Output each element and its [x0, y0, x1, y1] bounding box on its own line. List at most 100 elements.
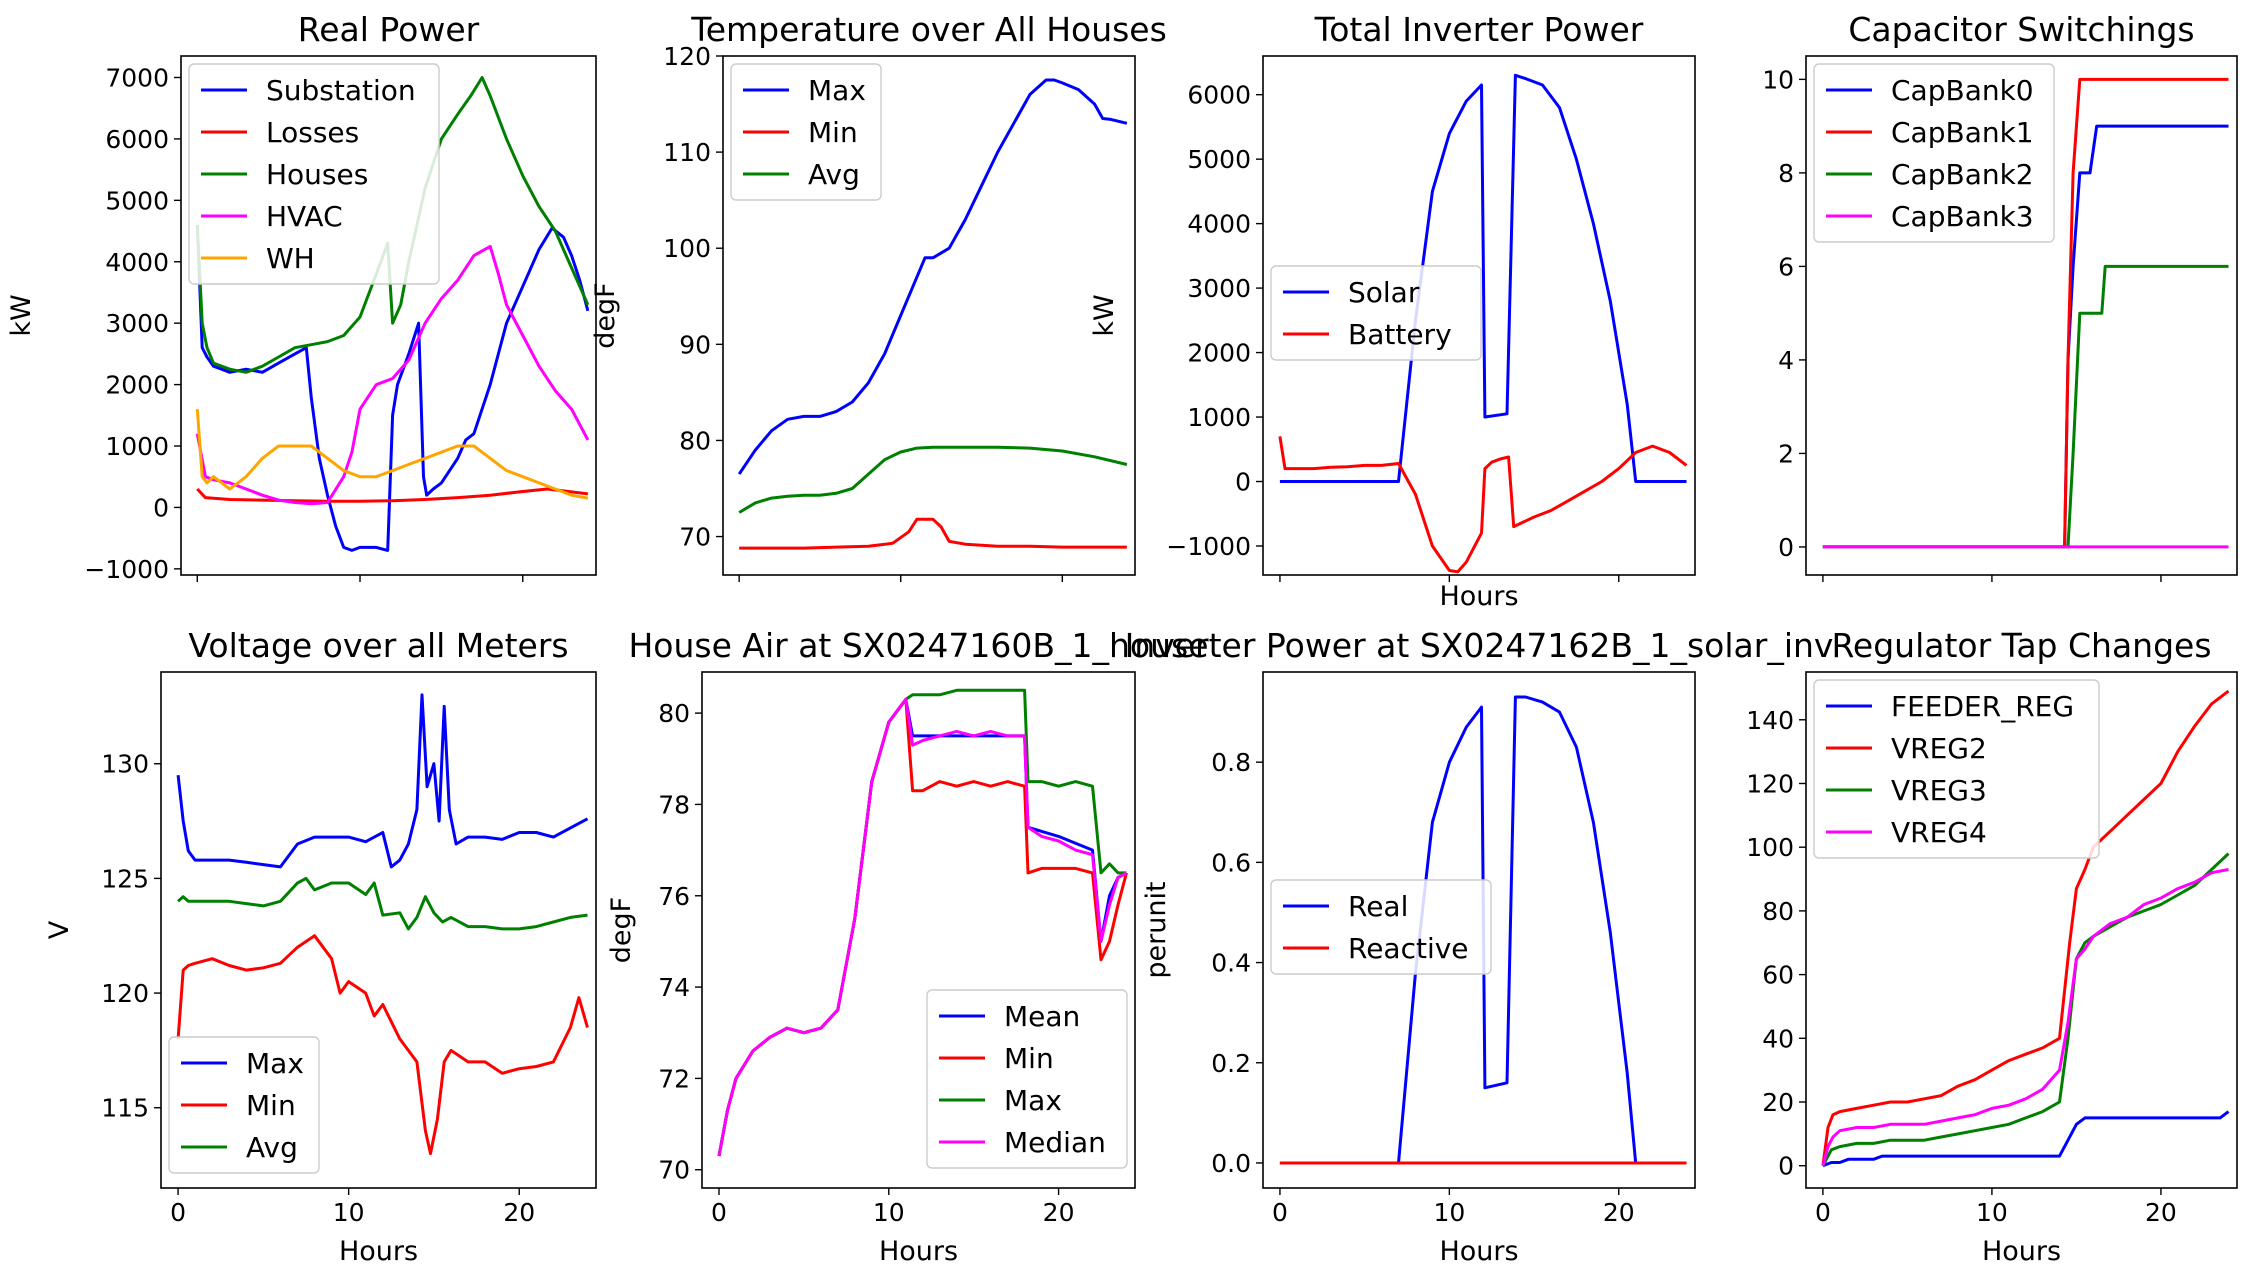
series-line-vreg2 [1821, 689, 2230, 1166]
series-line-max [176, 693, 589, 869]
y-tick-label: 115 [101, 1094, 149, 1123]
chart-panel-1: −1000 0 1000 2000 3000 4000 5000 6000 7000 Real P… [6, 10, 597, 584]
x-axis-label: Hours [1439, 581, 1518, 612]
series-group [1821, 689, 2230, 1168]
chart-panel-5: 0 10 20 115 120 125 130 Voltage over all Meters… [44, 626, 597, 1267]
legend: Substation Losses Houses HVAC WH [188, 63, 440, 285]
x-axis-label: Hours [1439, 1236, 1518, 1267]
legend-frame [1270, 265, 1482, 361]
series-group [176, 693, 589, 1156]
series-group [1822, 77, 2229, 549]
x-axis-label: Hours [879, 1236, 958, 1267]
legend-label: Houses [266, 158, 368, 191]
y-tick-label: 6000 [105, 125, 169, 154]
y-tick-label: 0.4 [1211, 949, 1251, 978]
x-tick-label: 0 [1815, 1198, 1831, 1227]
y-axis-label: kW [1089, 294, 1120, 336]
y-axis-label: V [44, 920, 75, 939]
y-tick-label: 60 [1762, 961, 1794, 990]
y-tick-label: 8 [1778, 159, 1794, 188]
x-tick-label: 0 [1272, 1198, 1288, 1227]
series-line-wh [195, 409, 589, 500]
series-line-battery [1278, 436, 1688, 574]
legend: CapBank0 CapBank1 CapBank2 CapBank3 [1813, 63, 2055, 243]
y-tick-label: 0.0 [1211, 1149, 1251, 1178]
x-tick-label: 20 [1043, 1198, 1075, 1227]
x-tick-label: 20 [503, 1198, 535, 1227]
y-tick-label: 1000 [105, 432, 169, 461]
plot-frame [1805, 671, 2238, 1189]
chart-panel-6: 0 10 20 70 72 74 76 78 80 House Air at SX0247160B… [606, 626, 1209, 1267]
series-group [1278, 73, 1688, 574]
legend-label: CapBank3 [1891, 200, 2034, 233]
chart-panel-7: 0 10 20 0.0 0.2 0.4 0.6 0.8 Inverter Power at SX… [1125, 626, 1834, 1267]
series-line-hvac [195, 244, 590, 506]
legend-label: Min [808, 116, 858, 149]
legend-label: Median [1004, 1126, 1106, 1159]
y-tick-label: −1000 [1166, 532, 1251, 561]
y-tick-label: 5000 [1187, 145, 1251, 174]
legend: Max Min Avg [730, 63, 882, 201]
legend-label: VREG2 [1891, 732, 1987, 765]
y-tick-label: 70 [679, 523, 711, 552]
plot-frame [1262, 671, 1696, 1189]
y-tick-label: 0.2 [1211, 1049, 1251, 1078]
legend: FEEDER_REG VREG2 VREG3 VREG4 [1813, 679, 2100, 859]
y-tick-label: 2000 [105, 371, 169, 400]
y-tick-label: 5000 [105, 186, 169, 215]
chart-title: Temperature over All Houses [690, 10, 1167, 49]
series-line-real [1279, 695, 1687, 1165]
series-line-feeder-reg [1822, 1110, 2230, 1168]
y-tick-label: 90 [679, 330, 711, 359]
y-tick-label: 6000 [1187, 81, 1251, 110]
y-tick-label: 0.8 [1211, 748, 1251, 777]
plot-frame [701, 671, 1136, 1189]
y-tick-label: 74 [658, 973, 690, 1002]
legend-label: Avg [808, 158, 860, 191]
series-line-max [737, 78, 1128, 475]
y-tick-label: 76 [658, 882, 690, 911]
legend-label: Solar [1348, 276, 1420, 309]
legend-label: Losses [266, 116, 359, 149]
x-axis-label: Hours [1982, 1236, 2061, 1267]
y-tick-label: 0 [153, 493, 169, 522]
x-tick-label: 10 [873, 1198, 905, 1227]
x-tick-label: 10 [1433, 1198, 1465, 1227]
y-tick-label: 2 [1778, 439, 1794, 468]
y-tick-label: 80 [658, 699, 690, 728]
legend-label: CapBank2 [1891, 158, 2034, 191]
y-tick-label: 120 [101, 979, 149, 1008]
x-tick-label: 0 [711, 1198, 727, 1227]
plot-frame [180, 55, 597, 576]
y-axis-label: perunit [1141, 881, 1172, 978]
series-group [737, 78, 1128, 550]
legend-frame [188, 63, 440, 285]
series-line-solar [1279, 73, 1687, 483]
x-tick-label: 20 [2145, 1198, 2177, 1227]
legend-label: VREG4 [1891, 816, 1987, 849]
series-group [717, 688, 1128, 1157]
y-tick-label: 120 [663, 42, 711, 71]
plot-frame [722, 55, 1136, 576]
y-tick-label: 125 [101, 864, 149, 893]
y-tick-label: 20 [1762, 1088, 1794, 1117]
x-tick-label: 10 [1976, 1198, 2008, 1227]
y-tick-label: 4000 [1187, 210, 1251, 239]
x-tick-label: 10 [333, 1198, 365, 1227]
y-tick-label: 0.6 [1211, 848, 1251, 877]
y-tick-label: 110 [663, 138, 711, 167]
x-tick-label: 20 [1603, 1198, 1635, 1227]
y-tick-label: 72 [658, 1064, 690, 1093]
legend-frame [1813, 63, 2055, 243]
legend-label: Max [1004, 1084, 1062, 1117]
y-tick-label: 0 [1778, 1152, 1794, 1181]
y-tick-label: 6 [1778, 252, 1794, 281]
chart-title: Real Power [298, 10, 480, 49]
legend-label: Max [808, 74, 866, 107]
y-tick-label: 40 [1762, 1024, 1794, 1053]
series-line-capbank2 [1822, 264, 2229, 549]
legend-frame [1813, 679, 2100, 859]
legend: Solar Battery [1270, 265, 1482, 361]
y-tick-label: 70 [658, 1156, 690, 1185]
